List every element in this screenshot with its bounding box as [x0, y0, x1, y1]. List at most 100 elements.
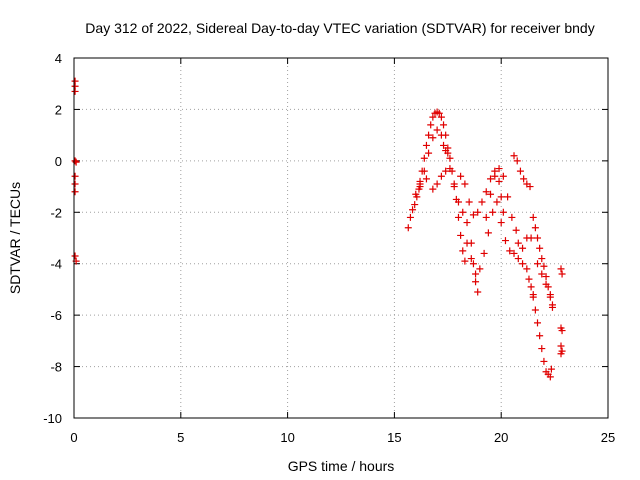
data-point [523, 265, 531, 273]
data-point [501, 237, 509, 245]
data-point [536, 332, 544, 340]
data-point [504, 193, 512, 201]
data-point [440, 141, 448, 149]
data-point [493, 198, 501, 206]
data-point [540, 357, 548, 365]
y-tick-label: 4 [55, 51, 62, 66]
data-point [474, 208, 482, 216]
data-point [474, 288, 482, 296]
data-point [429, 185, 437, 193]
data-point [506, 247, 514, 255]
data-point [542, 280, 550, 288]
x-axis-label: GPS time / hours [288, 458, 395, 474]
data-point [463, 219, 471, 227]
data-point [558, 327, 566, 335]
y-tick-label: 2 [55, 102, 62, 117]
data-point [557, 265, 565, 273]
data-points [71, 77, 566, 381]
data-point [499, 208, 507, 216]
data-point [461, 180, 469, 188]
data-point [499, 172, 507, 180]
data-point [422, 175, 430, 183]
data-point [520, 175, 528, 183]
data-point [482, 213, 490, 221]
data-point [525, 275, 533, 283]
y-tick-label: -8 [50, 360, 62, 375]
data-point [516, 167, 524, 175]
data-point [71, 252, 79, 260]
data-point [538, 270, 546, 278]
data-point [442, 167, 450, 175]
x-tick-label: 25 [601, 430, 615, 445]
chart-title: Day 312 of 2022, Sidereal Day-to-day VTE… [85, 20, 594, 36]
y-axis-label: SDTVAR / TECUs [7, 182, 23, 294]
data-point [433, 126, 441, 134]
data-point [513, 157, 521, 165]
y-tick-label: -4 [50, 257, 62, 272]
data-point [459, 247, 467, 255]
x-tick-label: 0 [70, 430, 77, 445]
data-point [435, 109, 443, 117]
data-point [534, 260, 542, 268]
data-point [71, 188, 79, 196]
data-point [482, 188, 490, 196]
data-point [472, 270, 480, 278]
data-point [510, 249, 518, 257]
data-point [557, 350, 565, 358]
data-point [412, 190, 420, 198]
data-point [457, 231, 465, 239]
data-point [548, 303, 556, 311]
data-point [437, 172, 445, 180]
data-point [472, 278, 480, 286]
data-point [71, 180, 79, 188]
data-point [425, 149, 433, 157]
data-point [437, 113, 445, 121]
data-point [427, 121, 435, 129]
data-point [446, 154, 454, 162]
x-tick-label: 20 [494, 430, 508, 445]
data-point [450, 183, 458, 191]
data-point [531, 306, 539, 314]
data-point [440, 121, 448, 129]
data-point [465, 198, 473, 206]
data-point [469, 211, 477, 219]
y-tick-label: -2 [50, 205, 62, 220]
data-point [480, 249, 488, 257]
data-point [71, 157, 79, 165]
data-point [538, 255, 546, 263]
data-point [461, 257, 469, 265]
data-point [469, 260, 477, 268]
data-point [527, 234, 535, 242]
data-point [425, 131, 433, 139]
data-point [526, 183, 534, 191]
data-point [547, 365, 555, 373]
data-point [484, 229, 492, 237]
data-point [467, 255, 475, 263]
data-point [454, 213, 462, 221]
data-point [420, 154, 428, 162]
data-point [512, 226, 520, 234]
data-point [519, 244, 527, 252]
data-point [536, 244, 544, 252]
data-point [457, 172, 465, 180]
data-point [495, 165, 503, 173]
data-point [514, 239, 522, 247]
data-point [406, 213, 414, 221]
data-point [497, 193, 505, 201]
data-point [531, 224, 539, 232]
data-point [446, 165, 454, 173]
data-point [534, 319, 542, 327]
data-point [429, 134, 437, 142]
data-point [433, 180, 441, 188]
data-point [478, 198, 486, 206]
x-tick-label: 15 [387, 430, 401, 445]
data-point [534, 234, 542, 242]
data-point [546, 373, 554, 381]
data-point [529, 213, 537, 221]
data-point [429, 113, 437, 121]
data-point [71, 87, 79, 95]
y-tick-label: -6 [50, 308, 62, 323]
data-point [411, 201, 419, 209]
